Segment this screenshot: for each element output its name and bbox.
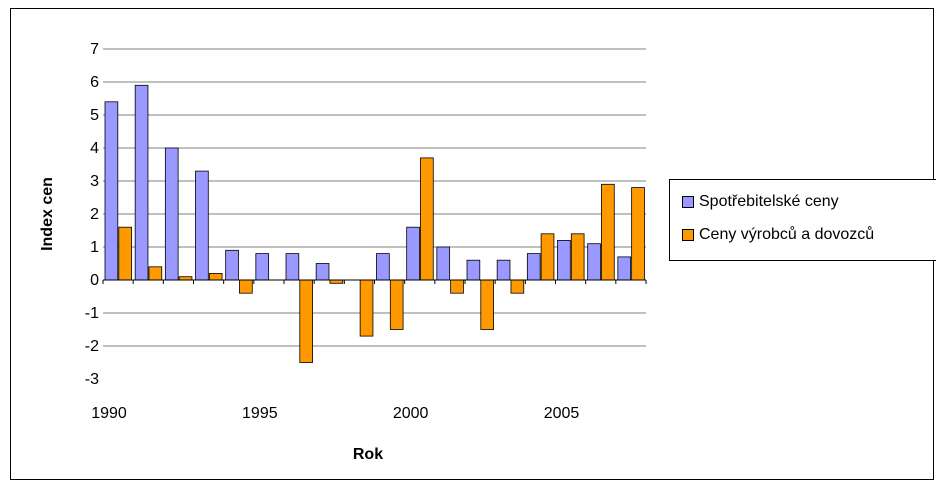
bar-consumer-prices (587, 243, 601, 281)
y-tick-label: -1 (85, 305, 99, 322)
bar-producer-prices (631, 187, 645, 281)
legend-label-ppi: Ceny výrobců a dovozců (699, 226, 875, 243)
bar-producer-prices (118, 226, 133, 281)
bar-producer-prices (148, 266, 163, 281)
x-tick-label: 1990 (91, 405, 127, 422)
bar-consumer-prices (315, 263, 330, 281)
gridlines (103, 48, 646, 347)
x-tick-label: 2005 (544, 405, 580, 422)
bar-producer-prices (570, 233, 585, 281)
legend-swatch-cpi (682, 196, 694, 208)
chart-frame: 7 6 5 4 3 2 1 0 -1 -2 -3 1990 1995 2000 2005 Rok Inde… (10, 8, 936, 480)
bar-consumer-prices (134, 84, 149, 281)
y-axis-title: Index cen (39, 177, 56, 251)
bar-consumer-prices (526, 253, 541, 281)
bar-consumer-prices (285, 253, 300, 281)
bars (102, 84, 647, 363)
y-tick-label: 4 (90, 140, 99, 157)
y-tick-label: -2 (85, 338, 99, 355)
y-tick-label: 1 (90, 239, 99, 256)
chart-svg: 7 6 5 4 3 2 1 0 -1 -2 -3 1990 1995 2000 2005 Rok Inde… (39, 41, 647, 463)
bar-producer-prices (239, 279, 253, 294)
bar-consumer-prices (496, 259, 511, 281)
legend-item-ppi: Ceny výrobců a dovozců (682, 224, 874, 246)
legend-swatch-ppi (682, 229, 694, 241)
bar-consumer-prices (436, 246, 451, 281)
bar-producer-prices (420, 157, 434, 281)
y-tick-label: 7 (90, 41, 99, 58)
y-tick-label: 0 (90, 272, 99, 289)
bar-producer-prices (208, 272, 223, 281)
bar-producer-prices (480, 279, 494, 330)
x-tick-label: 2000 (393, 405, 429, 422)
x-axis-title: Rok (353, 446, 383, 463)
bar-consumer-prices (617, 256, 632, 281)
y-tick-label: 2 (90, 206, 99, 223)
y-tick-label: 5 (90, 107, 99, 124)
y-ticks: 7 6 5 4 3 2 1 0 -1 -2 -3 (85, 41, 99, 388)
x-ticks: 1990 1995 2000 2005 (91, 405, 579, 422)
bar-producer-prices (540, 233, 555, 281)
bar-consumer-prices (104, 101, 119, 281)
bar-producer-prices (601, 183, 615, 281)
bar-producer-prices (389, 279, 404, 330)
bar-producer-prices (510, 279, 525, 294)
bar-producer-prices (299, 279, 313, 363)
legend: Spotřebitelské ceny Ceny výrobců a dovoz… (669, 179, 936, 261)
bar-consumer-prices (225, 249, 239, 281)
bar-consumer-prices (255, 253, 270, 281)
bar-consumer-prices (557, 239, 571, 281)
y-tick-label: 6 (90, 74, 99, 91)
y-tick-label: 3 (90, 173, 99, 190)
bar-producer-prices (450, 279, 464, 294)
legend-label-cpi: Spotřebitelské ceny (699, 193, 839, 210)
legend-item-cpi: Spotřebitelské ceny (682, 191, 839, 213)
x-tick-label: 1995 (242, 405, 278, 422)
bar-consumer-prices (466, 259, 481, 281)
bar-producer-prices (359, 279, 374, 337)
bar-consumer-prices (164, 147, 179, 281)
y-tick-label: -3 (85, 371, 99, 388)
bar-consumer-prices (195, 170, 209, 281)
bar-consumer-prices (376, 253, 390, 281)
bar-consumer-prices (406, 226, 420, 281)
